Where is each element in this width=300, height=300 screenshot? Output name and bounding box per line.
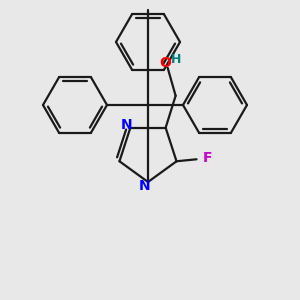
Text: O: O: [160, 56, 172, 70]
Text: N: N: [121, 118, 132, 132]
Text: F: F: [203, 151, 212, 165]
Text: N: N: [139, 179, 151, 193]
Text: H: H: [170, 53, 181, 66]
